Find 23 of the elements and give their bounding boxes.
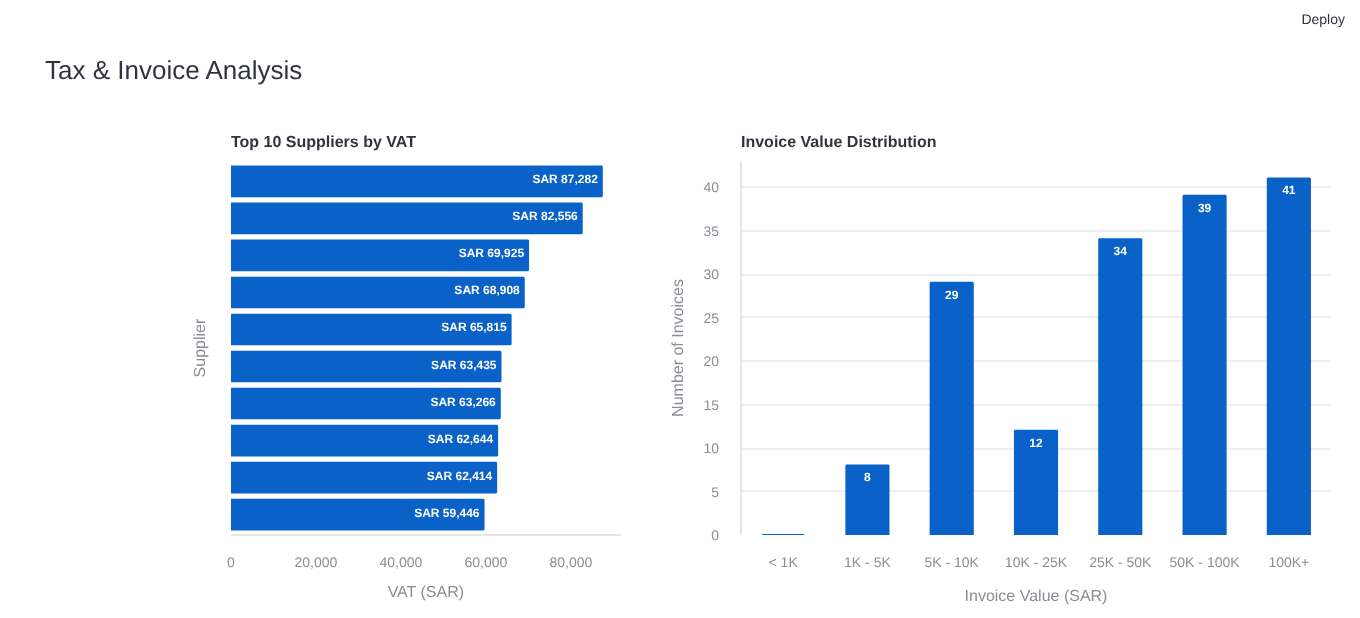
y-axis-title: Number of Invoices	[669, 279, 688, 417]
bar	[1098, 238, 1143, 535]
bar	[231, 276, 525, 309]
bar	[231, 498, 485, 531]
bar	[231, 350, 502, 383]
y-axis-title: Supplier	[191, 317, 209, 378]
bar	[231, 202, 583, 235]
bar	[231, 239, 530, 272]
bar	[1266, 177, 1311, 535]
bar	[231, 424, 499, 457]
x-axis-title: Invoice Value (SAR)	[964, 587, 1109, 605]
text: Tax & Invoice Analysis	[45, 55, 304, 85]
bar	[929, 281, 974, 535]
bar	[231, 165, 603, 198]
bar	[1182, 194, 1227, 535]
chart-title: Top 10 Suppliers by VAT	[231, 133, 417, 151]
chart-title: Invoice Value Distribution	[741, 133, 937, 151]
bar	[231, 313, 512, 346]
bar	[231, 387, 501, 420]
x-axis-title: VAT (SAR)	[387, 583, 465, 601]
bar	[231, 461, 498, 494]
bar	[845, 464, 890, 535]
bar	[1013, 429, 1059, 535]
